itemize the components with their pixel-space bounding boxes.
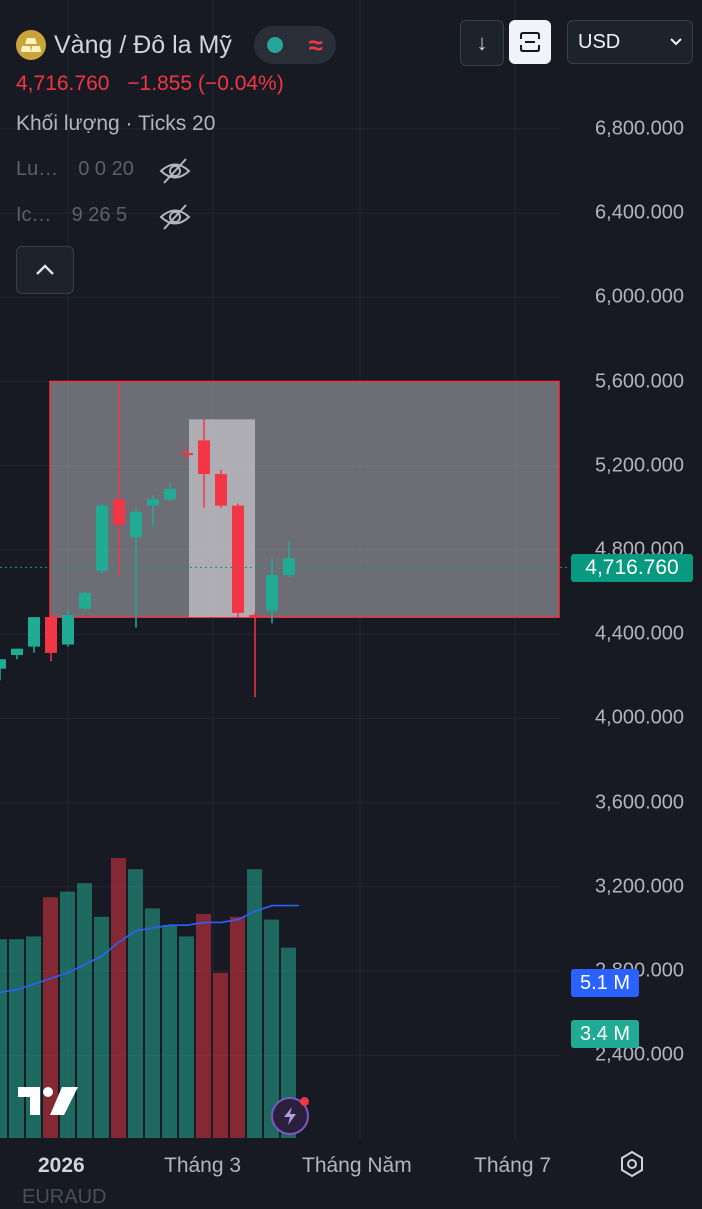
chevron-down-icon xyxy=(670,38,682,46)
candle-body xyxy=(113,499,125,525)
tradingview-logo xyxy=(18,1087,78,1115)
time-label-thang-nam: Tháng Năm xyxy=(302,1154,412,1177)
eye-off-icon[interactable] xyxy=(158,156,192,186)
volume-bar xyxy=(128,869,143,1138)
eye-off-icon[interactable] xyxy=(158,202,192,232)
notification-dot xyxy=(300,1097,309,1106)
price-axis-label: 6,400.000 xyxy=(595,201,684,224)
candle-body xyxy=(198,440,210,475)
candle-body xyxy=(79,592,91,609)
indicator-values: 0 0 20 xyxy=(78,158,134,180)
symbol-title[interactable]: Vàng / Đô la Mỹ xyxy=(54,30,232,59)
rectangle-drawings[interactable] xyxy=(49,380,560,618)
price-axis-label: 5,600.000 xyxy=(595,370,684,393)
indicator-legend-1[interactable]: Lu… 0 0 20 xyxy=(16,158,134,181)
fullscreen-icon xyxy=(520,32,540,52)
collapse-legend-button[interactable] xyxy=(16,246,74,294)
candle-body xyxy=(11,648,23,655)
last-price: 4,716.760 xyxy=(16,72,110,95)
indicator-legend-2[interactable]: Ic… 9 26 5 xyxy=(16,204,127,227)
chevron-up-icon xyxy=(36,264,54,275)
volume-bar xyxy=(145,908,160,1138)
volume-bar xyxy=(94,916,109,1138)
download-button[interactable]: ↓ xyxy=(460,20,504,66)
volume-bar xyxy=(230,916,245,1138)
candle-body xyxy=(266,575,278,611)
price-axis-label: 2,400.000 xyxy=(595,1043,684,1066)
candle-body xyxy=(249,615,261,618)
volume-bar xyxy=(111,858,126,1138)
candlestick-series xyxy=(0,381,295,698)
lightning-icon[interactable] xyxy=(271,1097,309,1135)
gold-bars-icon xyxy=(16,30,46,60)
candle-body xyxy=(62,615,74,645)
candle-body xyxy=(130,511,142,538)
time-label-thang-3: Tháng 3 xyxy=(164,1154,242,1177)
candle-body xyxy=(181,453,193,456)
price-axis-label: 6,800.000 xyxy=(595,117,684,140)
volume-bar xyxy=(162,925,177,1138)
time-label-thang-7: Tháng 7 xyxy=(474,1154,552,1177)
price-row: 4,716.760 −1.855 (−0.04%) xyxy=(16,72,296,96)
price-axis-label: 4,000.000 xyxy=(595,706,684,729)
candle-body xyxy=(28,617,40,647)
volume-ma-tag: 5.1 M xyxy=(571,969,639,997)
indicator-name: Lu… xyxy=(16,158,59,180)
current-price-tag: 4,716.760 xyxy=(571,554,693,582)
price-axis-label: 4,400.000 xyxy=(595,622,684,645)
arrow-down-icon: ↓ xyxy=(476,30,488,55)
volume-bar xyxy=(196,914,211,1138)
indicator-name: Ic… xyxy=(16,204,52,226)
range-rectangle xyxy=(49,380,560,618)
symbol-header: Vàng / Đô la Mỹ ≈ xyxy=(16,26,336,64)
candle-body xyxy=(96,505,108,571)
fullscreen-button[interactable] xyxy=(509,20,551,64)
gear-icon[interactable] xyxy=(618,1150,646,1178)
volume-tag: 3.4 M xyxy=(571,1020,639,1048)
volume-bar xyxy=(0,939,7,1138)
volume-ma-line xyxy=(0,904,299,994)
candle-body xyxy=(0,659,6,669)
price-axis-label: 3,200.000 xyxy=(595,875,684,898)
price-axis-label: 3,600.000 xyxy=(595,791,684,814)
price-axis-label: 6,000.000 xyxy=(595,285,684,308)
volume-bars xyxy=(0,858,296,1138)
market-status-pill[interactable]: ≈ xyxy=(253,26,336,64)
indicator-values: 9 26 5 xyxy=(71,204,128,226)
wave-icon: ≈ xyxy=(308,29,323,60)
volume-bar xyxy=(77,883,92,1138)
volume-bar xyxy=(179,936,194,1138)
currency-select[interactable]: USD xyxy=(567,20,693,64)
volume-bar xyxy=(281,947,296,1138)
candle-body xyxy=(232,505,244,613)
market-open-dot-icon xyxy=(266,37,283,53)
price-change: −1.855 (−0.04%) xyxy=(127,72,284,95)
candle-body xyxy=(215,474,227,506)
cutoff-text: EURAUD xyxy=(22,1186,107,1208)
volume-bar xyxy=(213,972,228,1138)
candle-body xyxy=(45,617,57,653)
volume-legend[interactable]: Khối lượng · Ticks 20 xyxy=(16,112,216,135)
candle-body xyxy=(283,558,295,576)
volume-bar xyxy=(264,919,279,1138)
volume-bar xyxy=(247,869,262,1138)
volume-bar xyxy=(60,891,75,1138)
time-label-2026: 2026 xyxy=(38,1154,85,1177)
volume-bar xyxy=(43,897,58,1138)
price-axis-label: 5,200.000 xyxy=(595,454,684,477)
currency-value: USD xyxy=(578,30,621,53)
candle-body xyxy=(164,488,176,500)
candle-body xyxy=(147,499,159,506)
